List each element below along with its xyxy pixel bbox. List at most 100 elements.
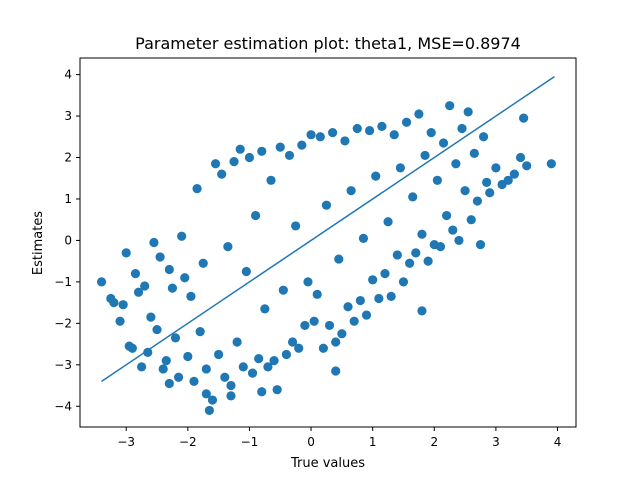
data-point [257,387,267,397]
data-point [515,152,526,163]
y-tick-label: 2 [64,151,72,165]
x-tick-label: 2 [430,435,438,449]
y-tick-label: 0 [64,233,72,247]
data-point [241,266,251,277]
data-point [469,148,479,158]
data-point [380,269,390,279]
data-point [343,302,353,312]
data-point [214,349,224,360]
data-point [291,221,301,231]
data-point [278,285,288,295]
data-point [247,368,258,378]
y-tick-label: −4 [54,399,72,413]
data-point [389,130,399,140]
data-point [426,128,436,138]
data-point [364,125,375,136]
data-point [420,150,430,161]
data-point [377,121,387,132]
x-axis-ticks: −3 −2 −1 0 1 2 3 4 [117,427,561,449]
data-point [173,372,184,382]
data-point [287,337,298,347]
y-tick-label: −2 [54,316,72,330]
data-point [263,362,273,372]
y-tick-label: 1 [64,192,72,206]
data-point [96,277,107,287]
data-point [405,258,415,268]
data-point [460,186,470,196]
data-point [164,264,174,275]
data-point [281,349,292,360]
data-point [180,273,190,283]
data-point [438,138,449,148]
data-point [183,351,193,362]
data-point [328,128,338,138]
data-point [109,298,119,308]
data-point [121,248,131,258]
data-point [192,184,202,194]
data-point [374,293,384,304]
data-point [454,235,464,246]
y-tick-label: −3 [54,358,72,372]
data-point [207,395,218,405]
data-point [445,101,455,111]
x-tick-label: −2 [179,435,197,449]
data-point [137,362,147,372]
data-point [152,324,162,335]
data-point [244,152,255,163]
data-point [303,277,313,287]
plot-frame [79,57,577,428]
data-point [201,389,211,399]
data-point [352,123,362,134]
data-point [118,300,128,310]
data-point [195,327,205,337]
data-point [266,175,276,185]
data-point [155,252,165,262]
data-point [318,343,328,353]
data-point [522,161,532,171]
data-point [451,159,461,169]
data-point [368,275,378,285]
data-point [275,142,285,152]
data-point [309,316,319,326]
data-point [143,347,153,357]
data-point [337,329,347,339]
data-point [201,364,211,374]
data-point [220,372,230,382]
y-tick-label: 4 [64,68,72,82]
data-point [472,196,483,206]
data-point [463,107,473,117]
data-point [115,316,125,326]
data-point [140,281,150,291]
data-point [269,356,279,366]
data-point [475,239,486,250]
data-point [158,364,168,374]
data-point [226,391,236,401]
data-point [408,192,418,202]
data-point [361,310,372,320]
data-point [260,304,270,314]
data-point [198,258,208,268]
data-point [232,337,242,347]
data-point [346,186,356,196]
identity-line [101,76,555,383]
x-tick-label: −1 [241,435,259,449]
data-point [217,169,227,179]
data-point [411,248,421,258]
data-point [448,225,458,235]
data-point [177,231,187,241]
data-point [257,146,267,156]
data-point [284,150,295,161]
y-axis-ticks: −4 −3 −2 −1 0 1 2 3 4 [54,68,80,413]
data-point [294,343,304,353]
data-point [306,130,316,140]
data-point [149,237,159,248]
data-point [223,242,233,252]
data-point [133,287,144,297]
data-point [186,291,196,301]
data-point [210,159,221,169]
data-point [229,157,239,167]
data-point [189,376,199,386]
data-point [457,123,467,134]
x-tick-label: −3 [117,435,135,449]
